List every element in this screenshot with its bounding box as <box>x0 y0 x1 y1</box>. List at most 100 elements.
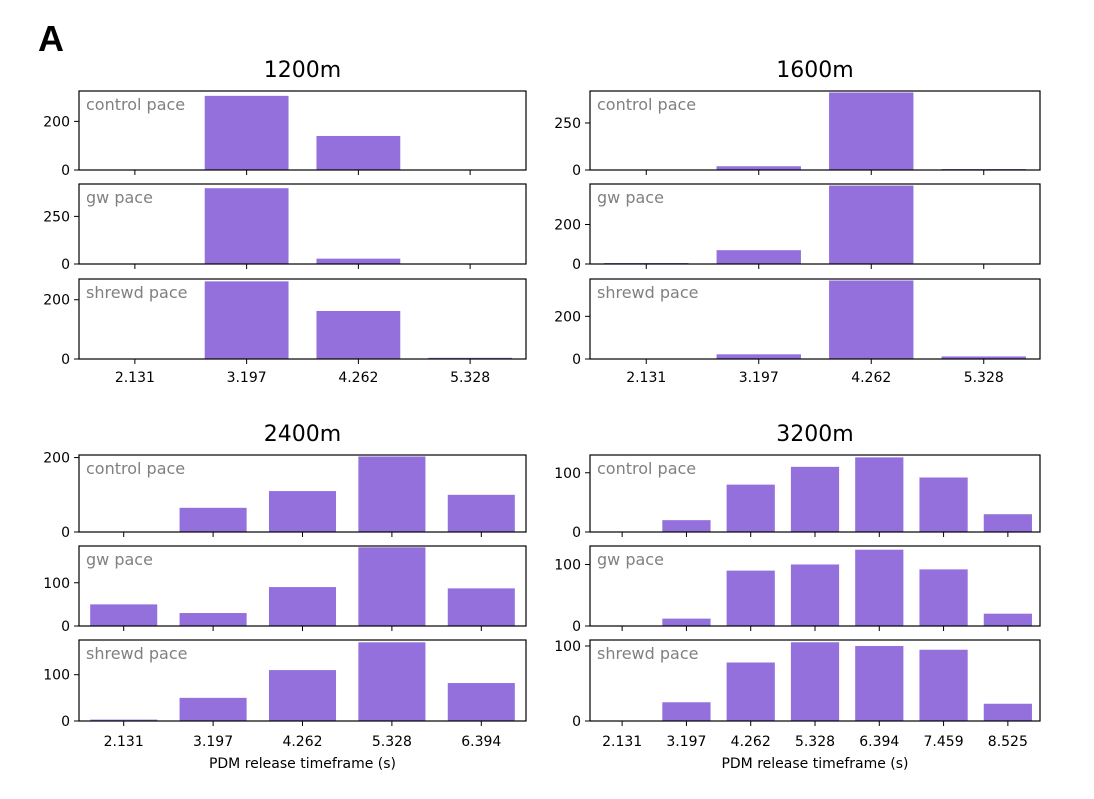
bar <box>919 649 968 721</box>
bar <box>983 613 1032 626</box>
y-tick-label: 0 <box>572 163 581 179</box>
bar <box>316 311 401 359</box>
x-tick-label: 6.394 <box>859 734 899 750</box>
x-tick-label: 5.328 <box>372 734 412 750</box>
bar <box>855 549 904 626</box>
y-tick-label: 0 <box>572 257 581 273</box>
bar <box>716 354 801 359</box>
subplot-frame <box>78 183 527 265</box>
bar <box>716 166 801 170</box>
subplot-label: control pace <box>86 459 185 478</box>
x-tick-label: 3.197 <box>193 734 233 750</box>
bar <box>447 494 515 532</box>
bar <box>447 683 515 721</box>
y-tick-label: 100 <box>554 557 581 573</box>
y-tick-label: 250 <box>43 209 70 225</box>
y-tick-label: 200 <box>43 114 70 130</box>
bar <box>855 457 904 532</box>
chart-title: 1200m <box>264 58 341 83</box>
y-tick-label: 250 <box>554 116 581 132</box>
x-tick-label: 4.262 <box>282 734 322 750</box>
x-tick-label: 2.131 <box>626 370 666 386</box>
x-tick-label: 3.197 <box>227 370 267 386</box>
bar <box>179 507 247 532</box>
x-tick-label: 7.459 <box>924 734 964 750</box>
x-tick-label: 2.131 <box>115 370 155 386</box>
bar <box>662 618 711 626</box>
bar <box>790 564 840 626</box>
chart-title: 1600m <box>776 58 853 83</box>
x-tick-label: 2.131 <box>104 734 144 750</box>
y-tick-label: 0 <box>572 352 581 368</box>
bar <box>716 250 801 264</box>
x-tick-label: 4.262 <box>731 734 771 750</box>
x-tick-label: 5.328 <box>964 370 1004 386</box>
subplot-label: shrewd pace <box>597 644 698 663</box>
bar <box>90 719 158 721</box>
bar <box>268 491 337 532</box>
subplot-label: control pace <box>597 95 696 114</box>
y-tick-label: 0 <box>572 619 581 635</box>
bar <box>268 587 337 626</box>
y-tick-label: 0 <box>572 525 581 541</box>
bar <box>316 258 401 264</box>
y-tick-label: 0 <box>572 714 581 730</box>
subplot-frame <box>78 90 527 171</box>
bar <box>204 281 289 359</box>
y-tick-label: 0 <box>61 714 70 730</box>
x-axis-label: PDM release timeframe (s) <box>721 756 908 772</box>
bar <box>726 484 775 532</box>
bar <box>316 135 401 170</box>
x-tick-label: 2.131 <box>602 734 642 750</box>
bar <box>726 570 775 626</box>
bar <box>855 646 904 721</box>
bar <box>919 477 968 532</box>
bar <box>983 514 1032 532</box>
chart-title: 2400m <box>264 422 341 447</box>
x-tick-label: 3.197 <box>666 734 706 750</box>
bar <box>790 642 840 721</box>
bar <box>941 356 1026 359</box>
y-tick-label: 100 <box>43 576 70 592</box>
x-tick-label: 4.262 <box>338 370 378 386</box>
y-tick-label: 0 <box>61 352 70 368</box>
bar <box>90 604 158 626</box>
x-axis-label: PDM release timeframe (s) <box>209 756 396 772</box>
bar <box>358 642 426 721</box>
bar <box>790 466 840 532</box>
y-tick-label: 200 <box>43 451 70 467</box>
subplot-label: control pace <box>86 95 185 114</box>
bar <box>358 547 426 626</box>
y-tick-label: 0 <box>61 525 70 541</box>
x-tick-label: 8.525 <box>988 734 1028 750</box>
y-tick-label: 100 <box>554 639 581 655</box>
bar <box>204 188 289 264</box>
subplot-label: gw pace <box>597 188 664 207</box>
subplot-label: shrewd pace <box>86 283 187 302</box>
subplot-label: gw pace <box>597 550 664 569</box>
subplot-frame <box>589 278 1041 360</box>
subplot-label: gw pace <box>86 550 153 569</box>
bar <box>919 569 968 626</box>
x-tick-label: 3.197 <box>739 370 779 386</box>
subplot-label: shrewd pace <box>86 644 187 663</box>
bar <box>179 613 247 626</box>
subplot-frame <box>78 278 527 360</box>
y-tick-label: 0 <box>61 257 70 273</box>
y-tick-label: 200 <box>43 293 70 309</box>
bar <box>204 95 289 170</box>
bar <box>662 702 711 721</box>
x-tick-label: 5.328 <box>450 370 490 386</box>
bar <box>358 456 426 532</box>
chart-title: 3200m <box>776 422 853 447</box>
bar <box>829 280 914 359</box>
subplot-frame <box>589 90 1041 171</box>
x-tick-label: 6.394 <box>461 734 501 750</box>
bar <box>829 92 914 170</box>
subplot-label: control pace <box>597 459 696 478</box>
subplot-label: gw pace <box>86 188 153 207</box>
y-tick-label: 100 <box>554 466 581 482</box>
bar <box>983 703 1032 721</box>
y-tick-label: 200 <box>554 217 581 233</box>
